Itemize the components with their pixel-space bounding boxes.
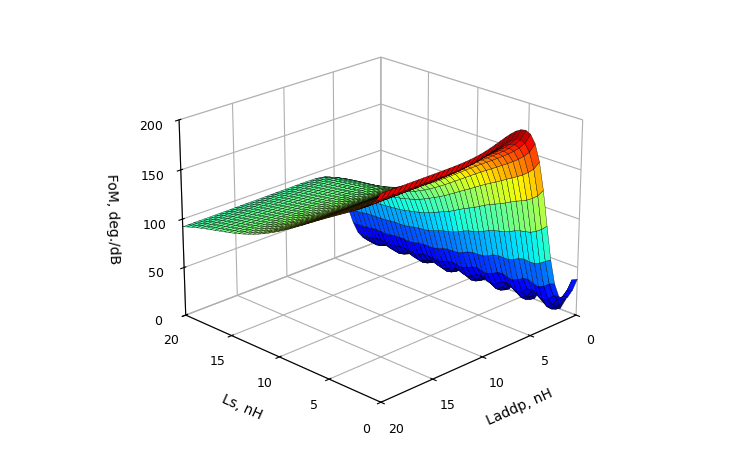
Y-axis label: Ls, nH: Ls, nH xyxy=(220,392,265,423)
X-axis label: Laddp, nH: Laddp, nH xyxy=(484,387,555,428)
